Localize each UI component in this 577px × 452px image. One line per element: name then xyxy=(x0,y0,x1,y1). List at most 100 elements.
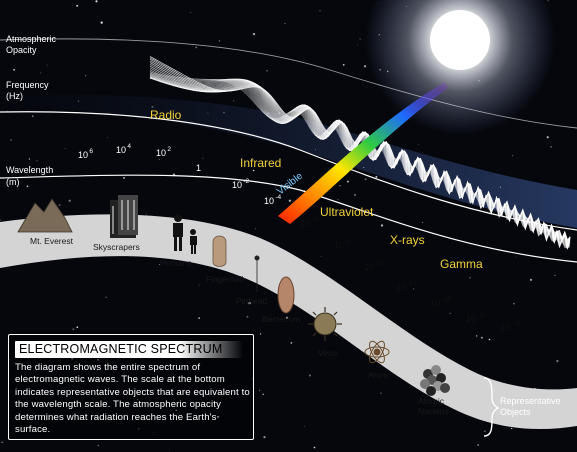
star xyxy=(337,199,339,200)
star xyxy=(145,213,147,215)
star xyxy=(259,333,262,335)
star xyxy=(13,68,16,71)
atom-icon xyxy=(364,340,390,364)
wave-lines xyxy=(149,56,571,250)
wavelength-tick-base: 10 xyxy=(430,298,440,308)
humans-icon xyxy=(173,214,197,254)
wave-line xyxy=(149,77,571,250)
star xyxy=(284,22,286,25)
star xyxy=(100,21,103,24)
object-label-everest: Mt. Everest xyxy=(30,236,74,246)
opacity-label-line2: Opacity xyxy=(6,45,37,55)
sun xyxy=(430,10,490,70)
star xyxy=(198,317,200,319)
wave-line xyxy=(149,75,571,249)
star xyxy=(275,187,277,188)
pinhead-icon xyxy=(254,255,260,292)
star xyxy=(72,328,75,331)
star xyxy=(351,173,353,175)
star xyxy=(346,180,349,183)
star xyxy=(46,64,48,66)
star xyxy=(375,175,378,178)
star xyxy=(380,224,384,227)
star xyxy=(195,46,198,49)
info-box: ELECTROMAGNETIC SPECTRUM The diagram sho… xyxy=(8,334,254,440)
wavelength-tick-exponent: -6 xyxy=(311,216,317,223)
representative-label-line1: Representative xyxy=(500,396,561,406)
wave-line xyxy=(149,74,571,249)
wavelength-tick-base: 1 xyxy=(196,163,201,173)
star xyxy=(258,389,261,392)
info-title: ELECTROMAGNETIC SPECTRUM xyxy=(19,342,223,356)
star xyxy=(512,155,514,157)
star xyxy=(76,326,79,329)
wavelength-tick-exponent: -14 xyxy=(441,296,451,303)
star xyxy=(449,312,451,314)
star xyxy=(413,288,415,290)
wavelength-tick-base: 10 xyxy=(156,148,166,158)
wavelength-tick-exponent: -4 xyxy=(275,194,281,201)
star xyxy=(556,359,559,363)
star xyxy=(26,185,29,188)
wavelength-tick-base: 10 xyxy=(396,282,406,292)
object-label-atom: Atom xyxy=(368,370,388,380)
object-label-fingernail: Fingernail xyxy=(206,274,243,284)
frequency-label-line2: (Hz) xyxy=(6,91,23,101)
wave-line xyxy=(149,73,571,249)
star xyxy=(252,169,255,172)
star xyxy=(218,40,221,42)
star xyxy=(363,65,367,68)
star xyxy=(179,368,182,371)
star xyxy=(1,441,4,444)
star xyxy=(266,70,268,72)
star xyxy=(477,444,480,446)
object-label-virus: Virus xyxy=(318,348,337,358)
star xyxy=(515,256,517,258)
wave-line xyxy=(149,72,571,249)
star xyxy=(175,409,178,412)
star xyxy=(511,427,513,430)
star xyxy=(547,0,549,2)
wave-line xyxy=(149,77,571,250)
band-ultraviolet: Ultraviolet xyxy=(320,205,374,219)
wavelength-tick-base: 10 xyxy=(232,180,242,190)
star xyxy=(513,303,515,305)
wavelength-tick-base: 10 xyxy=(500,322,510,332)
star xyxy=(357,44,358,46)
wave-line xyxy=(149,75,571,249)
band-xrays: X-rays xyxy=(390,233,425,247)
fingernail-icon xyxy=(212,235,227,267)
star xyxy=(529,278,533,281)
band-radio: Radio xyxy=(150,108,182,122)
star xyxy=(97,358,99,361)
star xyxy=(270,198,272,200)
band-infrared: Infrared xyxy=(240,156,281,170)
wavelength-tick-base: 10 xyxy=(264,196,274,206)
info-body: The diagram shows the entire spectrum of… xyxy=(15,362,250,436)
star xyxy=(339,185,341,187)
star xyxy=(304,190,306,191)
star xyxy=(422,221,424,223)
wavelength-tick-base: 10 xyxy=(116,145,126,155)
star xyxy=(85,75,87,77)
star xyxy=(64,147,66,149)
star xyxy=(290,342,293,344)
wavelength-tick-exponent: -8 xyxy=(345,238,351,245)
visible-light-beam xyxy=(278,82,448,224)
star xyxy=(97,444,100,447)
star xyxy=(95,0,98,3)
star xyxy=(255,228,257,230)
star xyxy=(319,10,321,12)
wave-line xyxy=(149,77,571,250)
star xyxy=(217,415,219,418)
star xyxy=(480,336,483,339)
frequency-axis xyxy=(0,111,577,231)
star xyxy=(7,110,9,112)
wavelength-axis xyxy=(0,174,577,263)
star xyxy=(105,296,107,298)
wavelength-tick-exponent: -18 xyxy=(511,320,521,327)
star xyxy=(554,274,556,276)
star xyxy=(136,398,139,401)
